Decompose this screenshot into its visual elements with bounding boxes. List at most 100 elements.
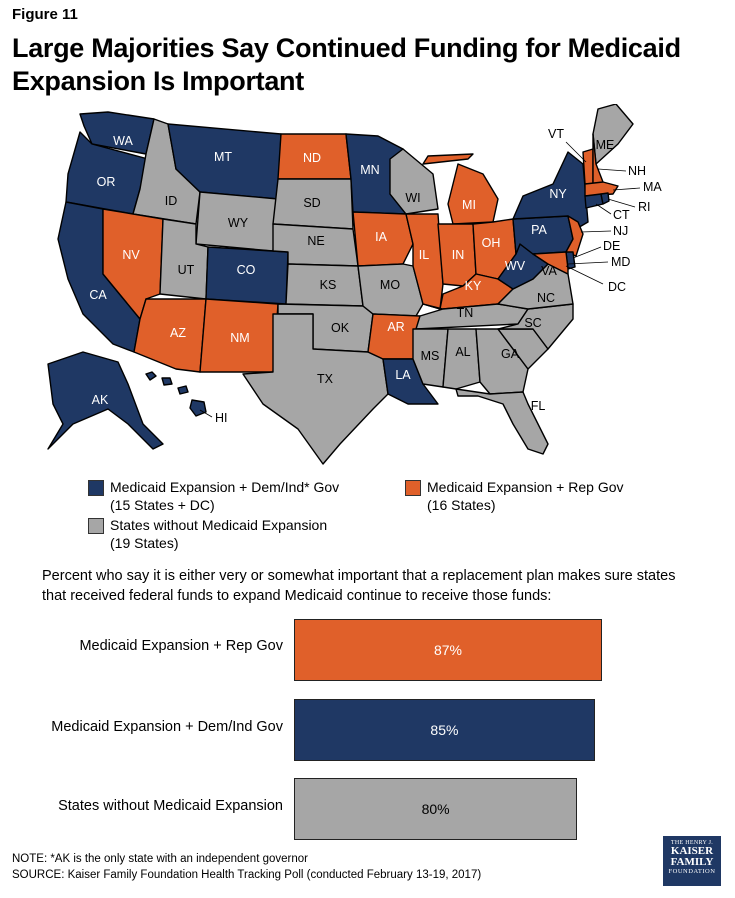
state-al (442, 328, 481, 390)
subtitle-line-1: Percent who say it is either very or som… (42, 568, 676, 584)
bar-label-rep: Medicaid Expansion + Rep Gov (79, 638, 283, 654)
map-label-nm: NM (230, 331, 249, 345)
map-label-nj: NJ (613, 224, 628, 238)
map-label-nh: NH (628, 164, 646, 178)
leader-dc (565, 265, 604, 285)
bar-value-dem-ind: 85% (430, 722, 459, 738)
bar-label-dem-ind: Medicaid Expansion + Dem/Ind Gov (51, 719, 283, 735)
state-fl (455, 388, 549, 455)
map-label-mo: MO (380, 278, 400, 292)
state-wi (389, 148, 439, 215)
map-label-md: MD (611, 255, 630, 269)
map-label-ri: RI (638, 200, 651, 214)
leader-ct (595, 203, 612, 215)
map-label-ca: CA (89, 288, 107, 302)
logo-line-3: FAMILY (670, 856, 714, 868)
bar-dem-ind: 85% (294, 699, 595, 761)
map-label-mt: MT (214, 150, 232, 164)
leader-ri (607, 198, 636, 208)
legend-non-line2: (19 States) (110, 535, 179, 551)
state-ms (412, 328, 449, 388)
map-label-wv: WV (505, 259, 526, 273)
us-map: WA OR CA MT ID NV WY UT AZ CO NM ND SD N… (28, 104, 708, 476)
map-label-co: CO (237, 263, 256, 277)
map-label-ia: IA (375, 230, 387, 244)
map-label-nv: NV (122, 248, 140, 262)
bar-non-expansion: 80% (294, 778, 578, 840)
map-label-ak: AK (92, 393, 109, 407)
bar-label-non-expansion: States without Medicaid Expansion (58, 798, 283, 814)
map-label-fl: FL (531, 399, 546, 413)
map-label-mn: MN (360, 163, 379, 177)
legend-dem-line1: Medicaid Expansion + Dem/Ind* Gov (110, 479, 340, 495)
us-map-svg: WA OR CA MT ID NV WY UT AZ CO NM ND SD N… (47, 104, 662, 465)
map-label-hi: HI (215, 411, 228, 425)
map-label-az: AZ (170, 326, 186, 340)
map-label-nd: ND (303, 151, 321, 165)
state-me (592, 104, 634, 165)
map-label-sc: SC (524, 316, 541, 330)
map-label-tx: TX (317, 372, 334, 386)
leader-md (567, 261, 609, 265)
logo-line-4: FOUNDATION (668, 868, 716, 875)
state-nh (592, 133, 604, 185)
state-tx (242, 313, 389, 465)
map-label-va: VA (541, 264, 557, 278)
leader-vt (565, 141, 587, 163)
map-label-me: ME (596, 138, 615, 152)
chart-title: Large Majorities Say Continued Funding f… (12, 32, 712, 98)
map-label-de: DE (603, 239, 620, 253)
map-label-ms: MS (421, 349, 440, 363)
map-label-tn: TN (457, 306, 474, 320)
map-label-ks: KS (320, 278, 337, 292)
leader-nj (580, 230, 612, 233)
map-label-pa: PA (531, 223, 547, 237)
map-label-la: LA (395, 368, 411, 382)
map-label-ma: MA (643, 180, 662, 194)
bar-rep: 87% (294, 619, 602, 681)
map-label-in: IN (452, 248, 465, 262)
source-text: SOURCE: Kaiser Family Foundation Health … (12, 869, 482, 881)
map-label-ne: NE (307, 234, 324, 248)
title-line-2: Expansion Is Important (12, 66, 304, 96)
map-label-ct: CT (613, 208, 630, 222)
map-label-ar: AR (387, 320, 404, 334)
leader-de (572, 246, 602, 259)
state-vt (582, 148, 594, 185)
map-label-oh: OH (482, 236, 501, 250)
bar-value-rep: 87% (433, 642, 462, 658)
state-md (532, 251, 569, 275)
map-label-dc: DC (608, 280, 626, 294)
state-ct (584, 193, 604, 209)
kff-logo: THE HENRY J. KAISER FAMILY FOUNDATION (663, 836, 721, 886)
state-ia (352, 211, 414, 267)
map-label-wi: WI (405, 191, 420, 205)
state-nj (565, 215, 584, 257)
leader-hi (199, 409, 213, 418)
map-label-al: AL (455, 345, 470, 359)
map-label-vt: VT (548, 127, 564, 141)
map-label-ut: UT (178, 263, 195, 277)
leader-nh (597, 168, 627, 172)
map-label-wa: WA (113, 134, 133, 148)
map-label-ok: OK (331, 321, 350, 335)
legend-non-line1: States without Medicaid Expansion (110, 517, 328, 533)
bar-value-non-expansion: 80% (421, 801, 450, 817)
legend-rep-line2: (16 States) (427, 497, 496, 513)
map-label-nc: NC (537, 291, 555, 305)
subtitle-line-2: that received federal funds to expand Me… (42, 588, 552, 604)
map-label-or: OR (97, 175, 116, 189)
title-line-1: Large Majorities Say Continued Funding f… (12, 33, 681, 63)
map-label-ga: GA (501, 347, 520, 361)
chart-subtitle: Percent who say it is either very or som… (42, 566, 702, 606)
map-label-mi: MI (462, 198, 476, 212)
map-label-sd: SD (303, 196, 320, 210)
logo-line-2: KAISER (670, 845, 714, 857)
note-text: NOTE: *AK is the only state with an inde… (12, 853, 308, 865)
map-label-il: IL (419, 248, 429, 262)
map-label-id: ID (165, 194, 178, 208)
map-label-wy: WY (228, 216, 249, 230)
legend-rep-line1: Medicaid Expansion + Rep Gov (427, 479, 624, 495)
map-label-ny: NY (549, 187, 567, 201)
state-mo (357, 263, 424, 317)
